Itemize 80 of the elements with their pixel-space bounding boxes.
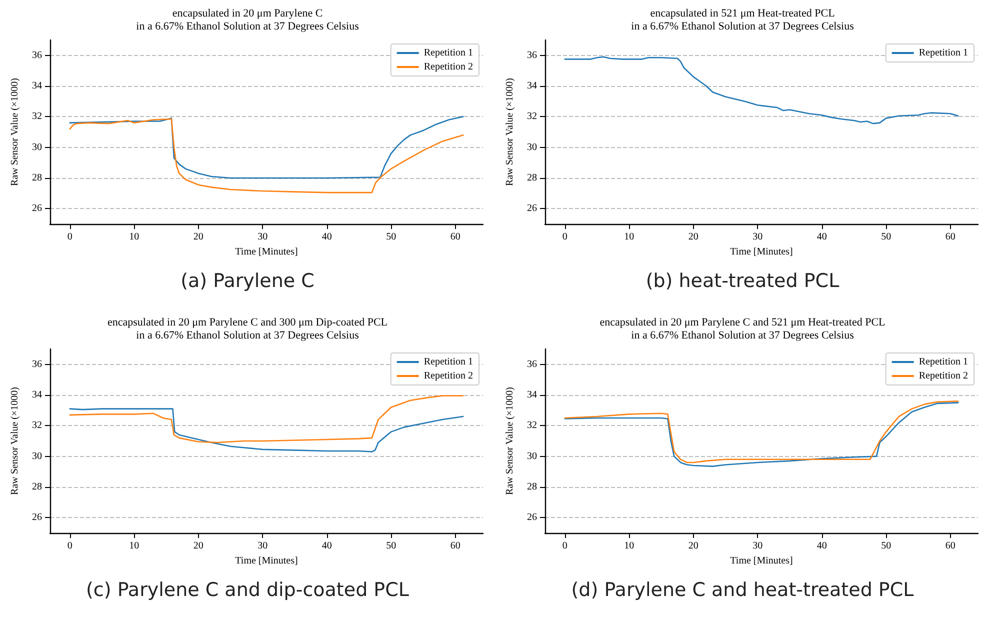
y-tick-label: 30 <box>32 450 42 462</box>
y-tick-label: 36 <box>527 50 537 61</box>
x-tick-label: 20 <box>193 540 204 552</box>
y-tick-label: 28 <box>32 172 42 184</box>
y-tick-label: 36 <box>527 358 537 370</box>
y-tick-label: 26 <box>32 512 42 524</box>
line-series <box>69 116 464 179</box>
text: (d) Parylene C and heat-treated PCL <box>570 579 915 601</box>
y-tick-label: 32 <box>527 111 537 122</box>
y-tick-label: 32 <box>32 420 42 432</box>
x-tick-label: 60 <box>450 540 460 552</box>
line-series <box>69 408 464 452</box>
x-tick-label: 0 <box>562 232 568 242</box>
x-tick-label: 10 <box>129 540 140 552</box>
x-tick-label: 50 <box>881 232 892 242</box>
legend-label: Repetition 2 <box>424 62 474 72</box>
x-tick-label: 10 <box>624 232 634 242</box>
x-tick-label: 60 <box>945 232 956 242</box>
x-axis-title: Time [Minutes] <box>235 246 298 258</box>
y-tick-label: 30 <box>527 450 537 462</box>
y-axis-title: Raw Sensor Value (×1000) <box>10 387 20 495</box>
x-axis-title: Time [Minutes] <box>730 555 793 566</box>
y-tick-label: 32 <box>32 111 42 122</box>
x-tick-label: 0 <box>562 540 568 552</box>
x-tick-label: 0 <box>67 540 72 552</box>
chart-title: encapsulated in 521 μm Heat-treated PCL in a 6.67% Ethanol Solution at 37 Degrees Celsius <box>631 8 854 32</box>
y-axis-title: Raw Sensor Value (×1000) <box>504 78 516 186</box>
y-tick-label: 36 <box>32 50 42 61</box>
x-tick-label: 20 <box>688 540 698 552</box>
y-tick-label: 32 <box>527 420 537 432</box>
y-tick-label: 34 <box>32 80 42 92</box>
legend-label: Repetition 1 <box>918 356 968 368</box>
x-tick-label: 30 <box>258 540 268 552</box>
y-tick-label: 36 <box>32 358 42 370</box>
y-tick-label: 34 <box>32 390 42 400</box>
line-series <box>69 118 464 194</box>
x-tick-label: 40 <box>322 232 332 242</box>
x-tick-label: 10 <box>129 232 140 242</box>
chart-title: encapsulated in 20 μm Parylene C and 521 μm Heat-treated PCL in a 6.67% Ethanol Solution at 37 Degrees Celsius <box>600 316 886 342</box>
y-tick-label: 28 <box>527 482 537 492</box>
x-tick-label: 60 <box>945 540 956 552</box>
legend-label: Repetition 2 <box>424 370 474 382</box>
x-tick-label: 20 <box>688 232 698 242</box>
x-tick-label: 30 <box>258 232 268 242</box>
legend-label: Repetition 1 <box>424 48 474 58</box>
legend-label: Repetition 1 <box>918 48 968 58</box>
y-tick-label: 26 <box>527 512 537 524</box>
x-tick-label: 50 <box>386 540 396 552</box>
x-tick-label: 40 <box>816 232 827 242</box>
text: (c) Parylene C and dip-coated PCL <box>85 579 410 601</box>
x-tick-label: 30 <box>752 232 763 242</box>
y-tick-label: 26 <box>32 203 42 214</box>
x-tick-label: 20 <box>193 232 204 242</box>
y-tick-label: 26 <box>527 203 537 214</box>
x-tick-label: 0 <box>67 232 72 242</box>
chart-title: encapsulated in 20 μm Parylene C in a 6.67% Ethanol Solution at 37 Degrees Celsius <box>136 8 359 32</box>
y-tick-label: 28 <box>32 482 42 492</box>
y-tick-label: 34 <box>527 390 537 400</box>
y-axis-title: Raw Sensor Value (×1000) <box>504 387 516 495</box>
y-tick-label: 28 <box>527 172 537 184</box>
x-axis-title: Time [Minutes] <box>730 246 793 258</box>
text: (a) Parylene C <box>180 270 316 292</box>
x-tick-label: 10 <box>624 540 634 552</box>
x-tick-label: 50 <box>881 540 892 552</box>
x-tick-label: 50 <box>386 232 396 242</box>
y-axis-title: Raw Sensor Value (×1000) <box>10 78 20 186</box>
chart-title: encapsulated in 20 μm Parylene C and 300 μm Dip-coated PCL in a 6.67% Ethanol Solution at 37 Degrees Celsius <box>107 316 388 342</box>
line-series <box>564 56 959 124</box>
y-tick-label: 30 <box>32 142 42 153</box>
text: (b) heat-treated PCL <box>644 270 840 292</box>
y-tick-label: 30 <box>527 142 537 153</box>
legend-label: Repetition 2 <box>918 370 968 382</box>
x-tick-label: 40 <box>816 540 827 552</box>
x-tick-label: 60 <box>450 232 460 242</box>
line-series <box>69 395 464 444</box>
y-tick-label: 34 <box>527 80 537 92</box>
x-axis-title: Time [Minutes] <box>235 555 298 566</box>
x-tick-label: 30 <box>752 540 763 552</box>
x-tick-label: 40 <box>322 540 332 552</box>
legend-label: Repetition 1 <box>424 356 474 368</box>
